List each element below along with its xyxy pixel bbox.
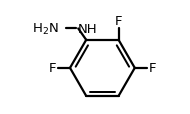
Text: F: F [148,62,156,75]
Text: NH: NH [78,23,98,36]
Text: H$_2$N: H$_2$N [32,22,58,37]
Text: F: F [49,62,56,75]
Text: F: F [115,15,122,28]
